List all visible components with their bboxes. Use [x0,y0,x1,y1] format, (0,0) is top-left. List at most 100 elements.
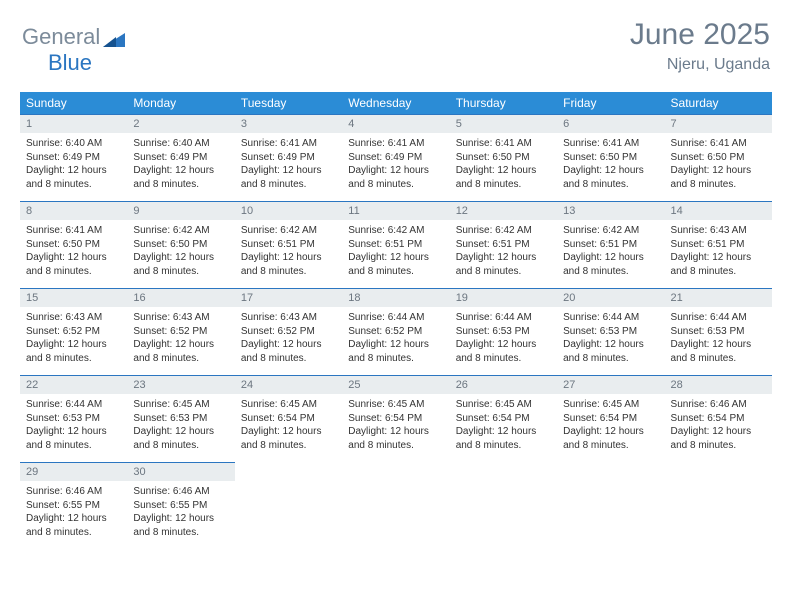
daylight-text-2: and 8 minutes. [26,439,121,453]
day-number: 4 [342,115,449,133]
day-cell: 17Sunrise: 6:43 AMSunset: 6:52 PMDayligh… [235,289,342,376]
day-body: Sunrise: 6:46 AMSunset: 6:55 PMDaylight:… [20,481,127,549]
day-body: Sunrise: 6:42 AMSunset: 6:51 PMDaylight:… [235,220,342,288]
day-body: Sunrise: 6:41 AMSunset: 6:50 PMDaylight:… [450,133,557,201]
sunset-text: Sunset: 6:55 PM [133,499,228,513]
day-number: 25 [342,376,449,394]
daylight-text-1: Daylight: 12 hours [671,251,766,265]
daylight-text-2: and 8 minutes. [241,265,336,279]
daylight-text-1: Daylight: 12 hours [133,512,228,526]
sunrise-text: Sunrise: 6:41 AM [241,137,336,151]
daylight-text-1: Daylight: 12 hours [26,512,121,526]
day-body: Sunrise: 6:45 AMSunset: 6:54 PMDaylight:… [235,394,342,462]
daylight-text-1: Daylight: 12 hours [133,425,228,439]
daylight-text-2: and 8 minutes. [456,352,551,366]
sunset-text: Sunset: 6:50 PM [456,151,551,165]
sunrise-text: Sunrise: 6:45 AM [241,398,336,412]
sunrise-text: Sunrise: 6:42 AM [133,224,228,238]
day-number: 26 [450,376,557,394]
daylight-text-1: Daylight: 12 hours [348,164,443,178]
sunrise-text: Sunrise: 6:41 AM [26,224,121,238]
title-block: June 2025 Njeru, Uganda [630,18,770,74]
day-cell: 10Sunrise: 6:42 AMSunset: 6:51 PMDayligh… [235,202,342,289]
sunrise-text: Sunrise: 6:44 AM [348,311,443,325]
sunset-text: Sunset: 6:54 PM [563,412,658,426]
day-body: Sunrise: 6:40 AMSunset: 6:49 PMDaylight:… [20,133,127,201]
day-cell: 4Sunrise: 6:41 AMSunset: 6:49 PMDaylight… [342,115,449,202]
day-cell: 11Sunrise: 6:42 AMSunset: 6:51 PMDayligh… [342,202,449,289]
sunset-text: Sunset: 6:53 PM [26,412,121,426]
sunset-text: Sunset: 6:49 PM [26,151,121,165]
day-cell: 8Sunrise: 6:41 AMSunset: 6:50 PMDaylight… [20,202,127,289]
daylight-text-2: and 8 minutes. [671,265,766,279]
day-number: 7 [665,115,772,133]
daylight-text-2: and 8 minutes. [241,178,336,192]
daylight-text-2: and 8 minutes. [133,352,228,366]
day-number: 17 [235,289,342,307]
day-cell: 26Sunrise: 6:45 AMSunset: 6:54 PMDayligh… [450,376,557,463]
day-number: 29 [20,463,127,481]
daylight-text-2: and 8 minutes. [133,526,228,540]
daylight-text-1: Daylight: 12 hours [563,251,658,265]
day-body: Sunrise: 6:45 AMSunset: 6:54 PMDaylight:… [557,394,664,462]
daylight-text-2: and 8 minutes. [133,439,228,453]
day-header-wed: Wednesday [342,92,449,115]
day-header-tue: Tuesday [235,92,342,115]
day-cell: 27Sunrise: 6:45 AMSunset: 6:54 PMDayligh… [557,376,664,463]
sunrise-text: Sunrise: 6:43 AM [241,311,336,325]
day-body: Sunrise: 6:44 AMSunset: 6:53 PMDaylight:… [665,307,772,375]
daylight-text-1: Daylight: 12 hours [456,164,551,178]
sunrise-text: Sunrise: 6:42 AM [456,224,551,238]
page-header: GeneralBlue June 2025 Njeru, Uganda [0,0,792,84]
day-cell: 12Sunrise: 6:42 AMSunset: 6:51 PMDayligh… [450,202,557,289]
day-cell: 6Sunrise: 6:41 AMSunset: 6:50 PMDaylight… [557,115,664,202]
day-number: 1 [20,115,127,133]
day-body: Sunrise: 6:42 AMSunset: 6:51 PMDaylight:… [342,220,449,288]
daylight-text-2: and 8 minutes. [26,526,121,540]
daylight-text-1: Daylight: 12 hours [26,425,121,439]
brand-part2: Blue [48,50,92,75]
daylight-text-2: and 8 minutes. [456,439,551,453]
sunset-text: Sunset: 6:52 PM [26,325,121,339]
day-cell: 25Sunrise: 6:45 AMSunset: 6:54 PMDayligh… [342,376,449,463]
day-cell: 18Sunrise: 6:44 AMSunset: 6:52 PMDayligh… [342,289,449,376]
sunset-text: Sunset: 6:51 PM [241,238,336,252]
day-cell-empty [665,463,772,550]
day-body: Sunrise: 6:43 AMSunset: 6:52 PMDaylight:… [235,307,342,375]
day-number: 14 [665,202,772,220]
day-cell: 15Sunrise: 6:43 AMSunset: 6:52 PMDayligh… [20,289,127,376]
daylight-text-2: and 8 minutes. [563,178,658,192]
daylight-text-2: and 8 minutes. [348,178,443,192]
sunrise-text: Sunrise: 6:44 AM [563,311,658,325]
week-row: 29Sunrise: 6:46 AMSunset: 6:55 PMDayligh… [20,463,772,550]
sunset-text: Sunset: 6:51 PM [671,238,766,252]
sunrise-text: Sunrise: 6:41 AM [348,137,443,151]
daylight-text-2: and 8 minutes. [241,439,336,453]
sunset-text: Sunset: 6:54 PM [241,412,336,426]
day-body: Sunrise: 6:42 AMSunset: 6:50 PMDaylight:… [127,220,234,288]
day-header-sun: Sunday [20,92,127,115]
location-text: Njeru, Uganda [630,56,770,74]
sunset-text: Sunset: 6:50 PM [133,238,228,252]
daylight-text-1: Daylight: 12 hours [348,338,443,352]
daylight-text-1: Daylight: 12 hours [456,338,551,352]
week-row: 1Sunrise: 6:40 AMSunset: 6:49 PMDaylight… [20,115,772,202]
sunset-text: Sunset: 6:51 PM [348,238,443,252]
day-body: Sunrise: 6:42 AMSunset: 6:51 PMDaylight:… [557,220,664,288]
day-number: 24 [235,376,342,394]
day-number: 2 [127,115,234,133]
day-body: Sunrise: 6:45 AMSunset: 6:53 PMDaylight:… [127,394,234,462]
brand-logo: GeneralBlue [22,24,125,76]
sunset-text: Sunset: 6:53 PM [133,412,228,426]
logo-arrow-icon [103,33,125,47]
sunrise-text: Sunrise: 6:42 AM [348,224,443,238]
daylight-text-1: Daylight: 12 hours [563,338,658,352]
day-body: Sunrise: 6:44 AMSunset: 6:53 PMDaylight:… [557,307,664,375]
day-number: 10 [235,202,342,220]
day-number: 8 [20,202,127,220]
daylight-text-2: and 8 minutes. [563,439,658,453]
daylight-text-2: and 8 minutes. [563,352,658,366]
sunrise-text: Sunrise: 6:40 AM [26,137,121,151]
day-body: Sunrise: 6:45 AMSunset: 6:54 PMDaylight:… [450,394,557,462]
sunset-text: Sunset: 6:50 PM [563,151,658,165]
